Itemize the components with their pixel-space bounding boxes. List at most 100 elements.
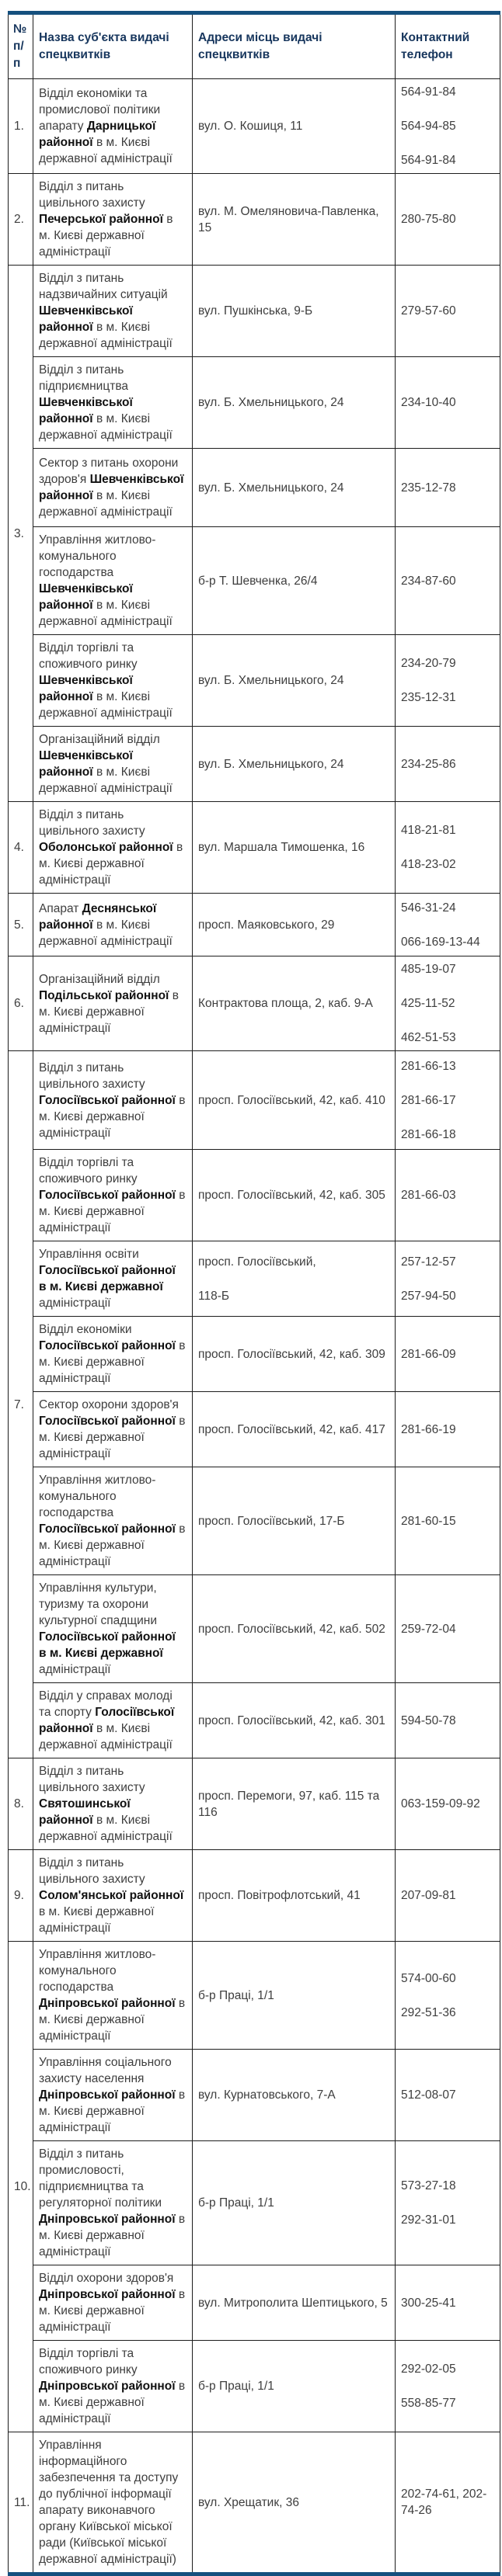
issuer-name-segment: в м. Києві державної адміністрації	[39, 1522, 186, 1568]
issuer-name-text: Відділ економіки Голосіївської районної …	[39, 1321, 186, 1387]
issuer-name-text: Відділ з питань цивільного захисту Свято…	[39, 1763, 186, 1845]
issuer-name-cell: Відділ з питань надзвичайних ситуацій Ше…	[33, 265, 193, 357]
issuer-name-cell: Управління інформаційного забезпечення т…	[33, 2432, 193, 2574]
issuer-name-text: Відділ з питань цивільного захисту Солом…	[39, 1855, 186, 1936]
phone-number: 418-23-02	[401, 858, 456, 871]
address-cell: просп. Голосіївський, 42, каб. 410	[192, 1050, 396, 1150]
phone-number: 564-94-85	[401, 120, 456, 133]
issuer-name-cell: Організаційний відділ Шевченківської рай…	[33, 726, 193, 802]
phone-number: 235-12-31	[401, 691, 456, 704]
issuer-name-segment: в м. Києві державної адміністрації	[39, 136, 173, 165]
phone-cell: 234-87-60	[395, 526, 500, 635]
district-name-bold: Шевченківської районної	[39, 304, 133, 334]
phone-number: 257-94-50	[401, 1289, 456, 1303]
phone-cell: 281-66-19	[395, 1391, 500, 1467]
phone-number: 234-20-79	[401, 657, 456, 670]
table-row: Відділ торгівлі та споживчого ринку Шевч…	[9, 634, 500, 727]
issuer-name-text: Відділ у справах молоді та спорту Голосі…	[39, 1688, 186, 1753]
table-row: Управління культури, туризму та охорони …	[9, 1574, 500, 1683]
issuer-name-text: Сектор з питань охорони здоров'я Шевченк…	[39, 455, 186, 520]
address-cell: вул. О. Кошиця, 11	[192, 78, 396, 174]
phone-cell: 063-159-09-92	[395, 1758, 500, 1850]
issuer-name-segment: Сектор охорони здоров'я	[39, 1398, 179, 1411]
issuer-name-segment: в м. Києві державної адміністрації	[39, 841, 183, 887]
issuer-name-text: Відділ економіки та промислової політики…	[39, 85, 186, 167]
issuer-name-text: Управління освіти Голосіївської районної…	[39, 1246, 186, 1311]
issuer-name-text: Відділ з питань цивільного захисту Голос…	[39, 1060, 186, 1141]
district-name-bold: Шевченківської районної	[39, 749, 133, 779]
address-line: просп. Повітрофлотський, 41	[198, 1889, 361, 1902]
phone-number: 512-08-07	[401, 2088, 456, 2102]
phone-cell: 235-12-78	[395, 448, 500, 527]
address-cell: просп. Голосіївський, 118-Б	[192, 1241, 396, 1317]
phone-cell: 281-66-09	[395, 1316, 500, 1392]
address-cell: вул. Б. Хмельницького, 24	[192, 448, 396, 527]
header-row: № п/п Назва суб'єкта видачі спецквитків …	[8, 12, 500, 79]
district-name-bold: Голосіївської районної	[39, 1339, 176, 1352]
issuer-name-cell: Сектор охорони здоров'я Голосіївської ра…	[33, 1391, 193, 1467]
issuer-name-cell: Сектор з питань охорони здоров'я Шевченк…	[33, 448, 193, 527]
table-row: Управління житлово-комунального господар…	[9, 526, 500, 635]
column-header-name: Назва суб'єкта видачі спецквитків	[33, 12, 193, 79]
column-header-phone: Контактний телефон	[395, 12, 500, 79]
district-name-bold: Дніпровської районної	[39, 2288, 176, 2301]
phone-number: 425-11-52	[401, 997, 455, 1010]
issuer-name-cell: Відділ охорони здоров'я Дніпровської рай…	[33, 2265, 193, 2341]
issuer-name-segment: в м. Києві державної адміністрації	[39, 1415, 186, 1460]
issuer-name-segment: в м. Києві державної адміністрації	[39, 489, 173, 519]
issuer-name-cell: Управління житлово-комунального господар…	[33, 1467, 193, 1575]
phone-cell: 257-12-57 257-94-50	[395, 1241, 500, 1317]
table-row: 1. Відділ економіки та промислової політи…	[8, 78, 500, 174]
district-name-bold: Шевченківської районної	[39, 396, 133, 425]
address-cell: вул. Б. Хмельницького, 24	[192, 726, 396, 802]
issuer-name-text: Відділ торгівлі та споживчого ринку Дніп…	[39, 2345, 186, 2427]
phone-cell: 300-25-41	[395, 2265, 500, 2341]
phone-number: 281-66-09	[401, 1347, 456, 1361]
issuer-name-segment: Організаційний відділ	[39, 733, 160, 746]
phone-number: 257-12-57	[401, 1255, 456, 1269]
phone-cell: 280-75-80	[395, 173, 500, 266]
address-cell: вул. Б. Хмельницького, 24	[192, 634, 396, 727]
table-row: Відділ торгівлі та споживчого ринку Голо…	[9, 1149, 500, 1241]
issuer-name-text: Управління житлово-комунального господар…	[39, 532, 186, 630]
address-cell: просп. Голосіївський, 42, каб. 301	[192, 1682, 396, 1758]
issuer-name-segment: Відділ з питань цивільного захисту	[39, 808, 145, 838]
district-name-bold: Солом'янської районної	[39, 1889, 184, 1902]
phone-number: 281-66-19	[401, 1422, 456, 1436]
row-number-cell: 1.	[8, 78, 33, 174]
address-line: просп. Голосіївський, 42, каб. 417	[198, 1422, 385, 1436]
row-number-cell: 8.	[8, 1758, 33, 1850]
row-number-cell: 4.	[8, 801, 33, 894]
phone-number: 234-87-60	[401, 574, 456, 588]
table-row: 11. Управління інформаційного забезпеченн…	[8, 2432, 500, 2574]
phone-number: 234-10-40	[401, 396, 456, 409]
phone-number: 300-25-41	[401, 2296, 456, 2310]
issuer-name-text: Управління житлово-комунального господар…	[39, 1946, 186, 2044]
issuer-name-segment: Відділ торгівлі та споживчого ринку	[39, 1156, 138, 1186]
address-line: вул. М. Омеляновича-Павленка, 15	[198, 204, 379, 234]
address-line: б-р Праці, 1/1	[198, 2380, 274, 2393]
address-line: вул. Митрополита Шептицького, 5	[198, 2296, 388, 2310]
issuer-name-cell: Апарат Деснянської районної в м. Києві д…	[33, 893, 193, 956]
address-cell: вул. Хрещатик, 36	[192, 2432, 396, 2574]
issuer-name-segment: в м. Києві державної адміністрації	[39, 321, 173, 350]
issuer-name-segment: Відділ охорони здоров'я	[39, 2272, 174, 2285]
issuer-name-segment: Відділ торгівлі та споживчого ринку	[39, 641, 138, 671]
issuer-name-segment: Відділ з питань цивільного захисту	[39, 1061, 145, 1091]
issuer-name-segment: Управління освіти	[39, 1248, 139, 1261]
phone-cell: 259-72-04	[395, 1574, 500, 1683]
issuer-name-segment: Апарат	[39, 901, 82, 915]
table-row: Відділ з питань підприємництва Шевченків…	[9, 356, 500, 449]
issuer-name-segment: Відділ з питань цивільного захисту	[39, 180, 145, 210]
issuer-name-segment: в м. Києві державної адміністрації	[39, 766, 173, 795]
address-cell: просп. Голосіївський, 42, каб. 502	[192, 1574, 396, 1683]
table-row: Відділ з питань промисловості, підприємн…	[9, 2140, 500, 2265]
address-line: просп. Голосіївський, 17-Б	[198, 1514, 345, 1528]
address-cell: просп. Голосіївський, 42, каб. 417	[192, 1391, 396, 1467]
issuer-name-segment: Відділ з питань підприємництва	[39, 363, 128, 393]
issuer-name-segment: в м. Києві державної адміністрації	[39, 213, 173, 259]
district-name-bold: Голосіївської районної	[39, 1706, 175, 1735]
issuer-name-text: Відділ з питань цивільного захисту Печер…	[39, 179, 186, 260]
table-row: 5. Апарат Деснянської районної в м. Києві…	[8, 893, 500, 956]
phone-number: 259-72-04	[401, 1622, 456, 1636]
